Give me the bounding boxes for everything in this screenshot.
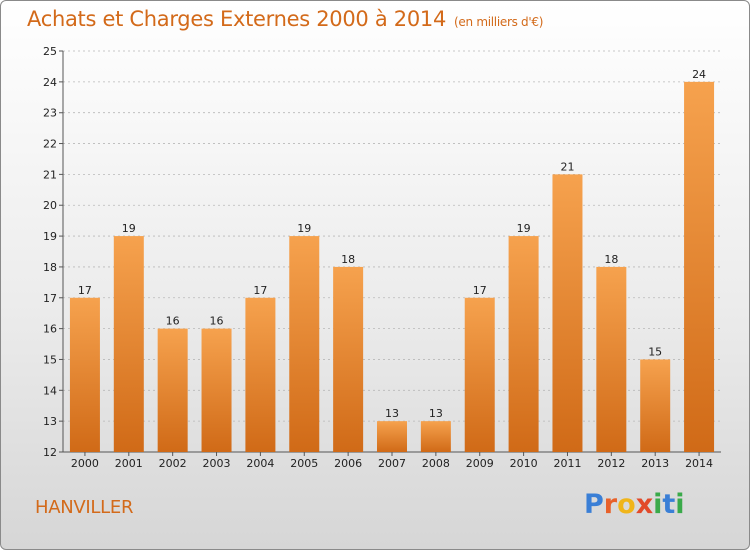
- x-tick-label: 2014: [685, 457, 713, 470]
- data-label: 17: [78, 284, 92, 297]
- bar: [113, 236, 144, 452]
- y-tick-label: 19: [43, 230, 57, 243]
- data-label: 17: [473, 284, 487, 297]
- data-label: 19: [297, 222, 311, 235]
- bar: [333, 266, 364, 452]
- logo-letter: o: [617, 489, 636, 520]
- y-tick-label: 14: [43, 384, 57, 397]
- bar: [245, 297, 276, 452]
- x-tick-label: 2008: [422, 457, 450, 470]
- x-tick-label: 2000: [71, 457, 99, 470]
- y-tick-label: 13: [43, 415, 57, 428]
- bar: [596, 266, 627, 452]
- chart-title: Achats et Charges Externes 2000 à 2014 (e…: [27, 7, 543, 31]
- data-label: 15: [648, 345, 662, 358]
- bar: [69, 297, 100, 452]
- x-tick-label: 2010: [510, 457, 538, 470]
- y-tick-label: 24: [43, 76, 57, 89]
- data-label: 16: [210, 315, 224, 328]
- logo-letter: x: [635, 489, 654, 520]
- x-tick-label: 2002: [159, 457, 187, 470]
- data-label: 18: [341, 253, 355, 266]
- proxiti-logo: Proxiti: [584, 489, 685, 520]
- logo-letter: i: [675, 489, 685, 520]
- y-tick-label: 25: [43, 45, 57, 58]
- y-tick-label: 22: [43, 138, 57, 151]
- y-tick-label: 15: [43, 353, 57, 366]
- bar: [508, 236, 539, 452]
- x-tick-label: 2011: [553, 457, 581, 470]
- x-tick-label: 2006: [334, 457, 362, 470]
- logo-letter: t: [662, 489, 676, 520]
- y-tick-label: 18: [43, 261, 57, 274]
- bar: [201, 328, 232, 452]
- bar: [464, 297, 495, 452]
- logo-letter: r: [603, 489, 618, 520]
- data-label: 16: [166, 315, 180, 328]
- data-label: 21: [560, 160, 574, 173]
- chart-title-text: Achats et Charges Externes 2000 à 2014: [27, 7, 447, 31]
- data-label: 18: [604, 253, 618, 266]
- logo-letter: i: [653, 489, 663, 520]
- bar: [420, 421, 451, 452]
- data-label: 24: [692, 68, 706, 81]
- y-tick-label: 17: [43, 292, 57, 305]
- bar: [552, 174, 583, 452]
- y-tick-label: 16: [43, 323, 57, 336]
- bar: [157, 328, 188, 452]
- x-tick-label: 2013: [641, 457, 669, 470]
- data-label: 17: [253, 284, 267, 297]
- y-tick-label: 23: [43, 107, 57, 120]
- data-label: 19: [122, 222, 136, 235]
- data-label: 13: [385, 407, 399, 420]
- logo-letter: P: [584, 489, 604, 520]
- x-tick-label: 2001: [115, 457, 143, 470]
- y-tick-label: 20: [43, 199, 57, 212]
- x-tick-label: 2012: [597, 457, 625, 470]
- bar: [684, 81, 715, 452]
- bar: [289, 236, 320, 452]
- y-tick-label: 21: [43, 168, 57, 181]
- chart-subtitle: (en milliers d'€): [454, 15, 544, 29]
- x-tick-label: 2009: [466, 457, 494, 470]
- x-tick-label: 2005: [290, 457, 318, 470]
- bar: [640, 359, 671, 452]
- data-label: 13: [429, 407, 443, 420]
- commune-name: HANVILLER: [35, 497, 134, 518]
- x-tick-label: 2003: [203, 457, 231, 470]
- x-tick-label: 2007: [378, 457, 406, 470]
- y-tick-label: 12: [43, 446, 57, 459]
- x-tick-label: 2004: [246, 457, 274, 470]
- bar: [377, 421, 407, 452]
- data-label: 19: [517, 222, 531, 235]
